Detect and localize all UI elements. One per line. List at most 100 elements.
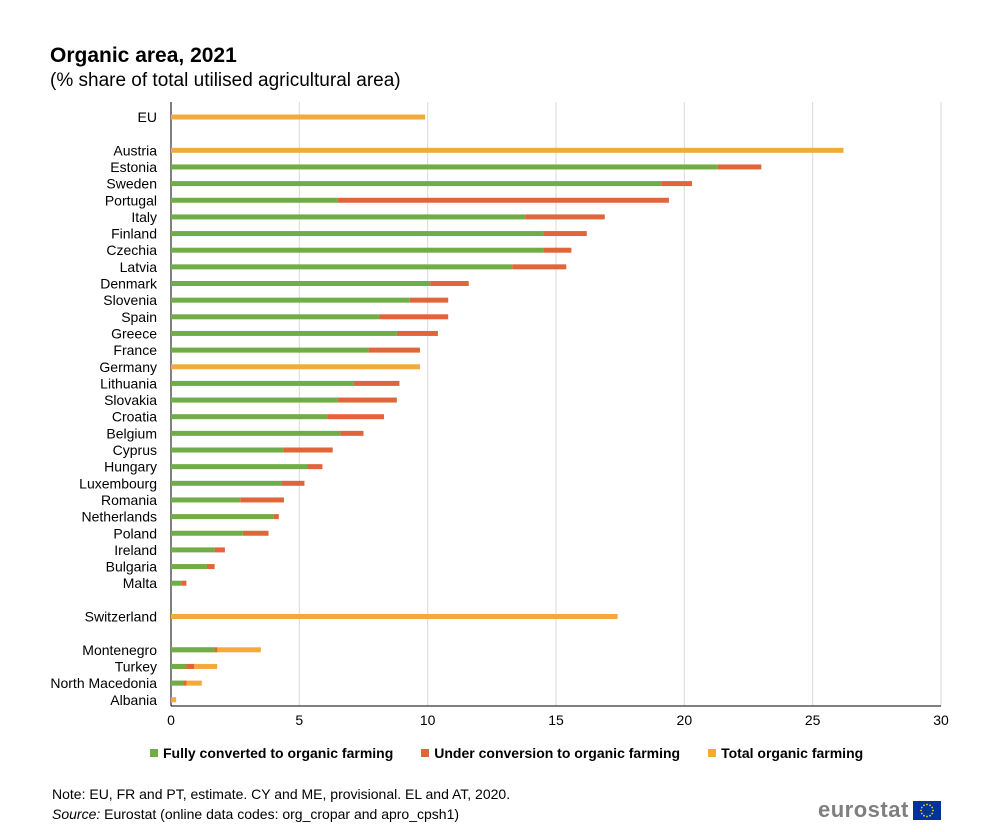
category-label: EU [138,109,157,125]
logo-text: eurostat [818,797,909,822]
bar-conversion [181,580,187,586]
bar-chart: 0 5 10 15 20 25 30 EU AustriaEstoniaSwedenPortug… [50,102,949,728]
category-label: Finland [111,226,157,242]
bar-conversion [661,181,693,187]
bar-fully [171,480,282,486]
bar-fully [171,430,341,436]
category-label: France [113,342,157,358]
x-tick-label: 15 [548,712,564,728]
legend-swatch-fully [150,749,158,757]
bar-conversion [368,347,420,353]
category-label: Czechia [106,242,157,258]
flag-star [931,806,933,808]
bar-fully [171,197,338,203]
source-label: Source: [52,806,101,822]
category-label: Denmark [100,276,158,292]
category-label: North Macedonia [50,675,157,691]
bar-fully [171,330,397,336]
bar-conversion [214,647,218,653]
bar-fully [171,231,544,237]
category-label: Romania [101,492,157,508]
bar-fully [171,464,308,470]
source-text: Eurostat (online data codes: org_cropar … [100,806,460,822]
legend-swatch-conversion [421,749,430,757]
flag-star [920,812,923,814]
bar-total [171,614,618,619]
bar-total [171,697,177,703]
x-tick-label: 30 [933,712,949,728]
chart-legend: Fully converted to organic farming Under… [150,745,863,761]
bar-fully [171,680,184,686]
bar-conversion [273,514,279,520]
category-label: Slovakia [104,392,157,408]
bar-conversion [183,680,187,686]
chart-subtitle: (% share of total utilised agricultural … [50,70,401,91]
bar-fully [171,264,513,270]
flag-star [928,814,931,817]
category-label: Cyprus [113,442,157,458]
bar-fully [171,414,328,420]
category-label: Bulgaria [106,559,158,575]
bar-conversion [214,547,225,553]
bar-fully [171,314,379,320]
category-label: Hungary [104,459,157,475]
category-label: Portugal [105,192,157,208]
flag-star [919,809,922,811]
eu-flag-icon [912,800,941,820]
legend-item-fully: Fully converted to organic farming [150,745,393,761]
category-label: Spain [121,309,157,325]
bar-fully [171,564,207,570]
chart-note: Note: EU, FR and PT, estimate. CY and ME… [52,786,511,802]
x-tick-label: 20 [677,712,693,728]
category-label: Netherlands [82,509,158,525]
category-label: Croatia [112,409,157,425]
bar-conversion [337,397,397,403]
category-label: Turkey [115,658,157,674]
bar-conversion [240,497,284,503]
bar-conversion [717,164,762,170]
bar-conversion [378,314,449,320]
bar-fully [171,397,338,403]
category-label: Latvia [120,259,158,275]
bar-conversion [337,197,669,203]
bar-total [171,364,420,370]
x-tick-label: 0 [167,712,175,728]
bar-fully [171,530,243,536]
bar-fully [171,514,274,520]
bar-conversion [340,430,364,436]
bar-fully [171,181,662,187]
category-label: Italy [131,209,157,225]
category-label: Lithuania [100,375,157,391]
bar-conversion [396,330,438,336]
bar-conversion [283,447,333,453]
flag-star [922,814,925,817]
bar-conversion [206,564,215,570]
bar-fully [171,281,431,286]
bar-conversion [353,380,400,386]
bar-fully [171,247,544,253]
bar-fully [171,647,215,653]
legend-label-total: Total organic farming [721,745,864,761]
category-label: Ireland [114,542,157,558]
flag-star [931,812,933,814]
bar-conversion [430,281,469,286]
legend-label-conversion: Under conversion to organic farming [434,745,681,761]
bar-conversion [281,480,305,486]
bar-fully [171,497,241,503]
chart-source: Source: Eurostat (online data codes: org… [52,806,459,822]
category-label: Austria [113,142,157,158]
bar-fully [171,347,369,353]
x-tick-label: 5 [295,712,303,728]
x-tick-label: 10 [420,712,436,728]
bar-fully [171,164,718,170]
bar-conversion [409,297,449,303]
bar-fully [171,580,182,586]
bar-conversion [186,663,195,669]
bar-fully [171,447,284,453]
x-tick-label: 25 [805,712,821,728]
category-label: Montenegro [82,642,157,658]
bar-conversion [512,264,567,270]
category-label: Estonia [110,159,157,175]
flag-star [931,809,934,811]
bar-fully [171,547,215,553]
